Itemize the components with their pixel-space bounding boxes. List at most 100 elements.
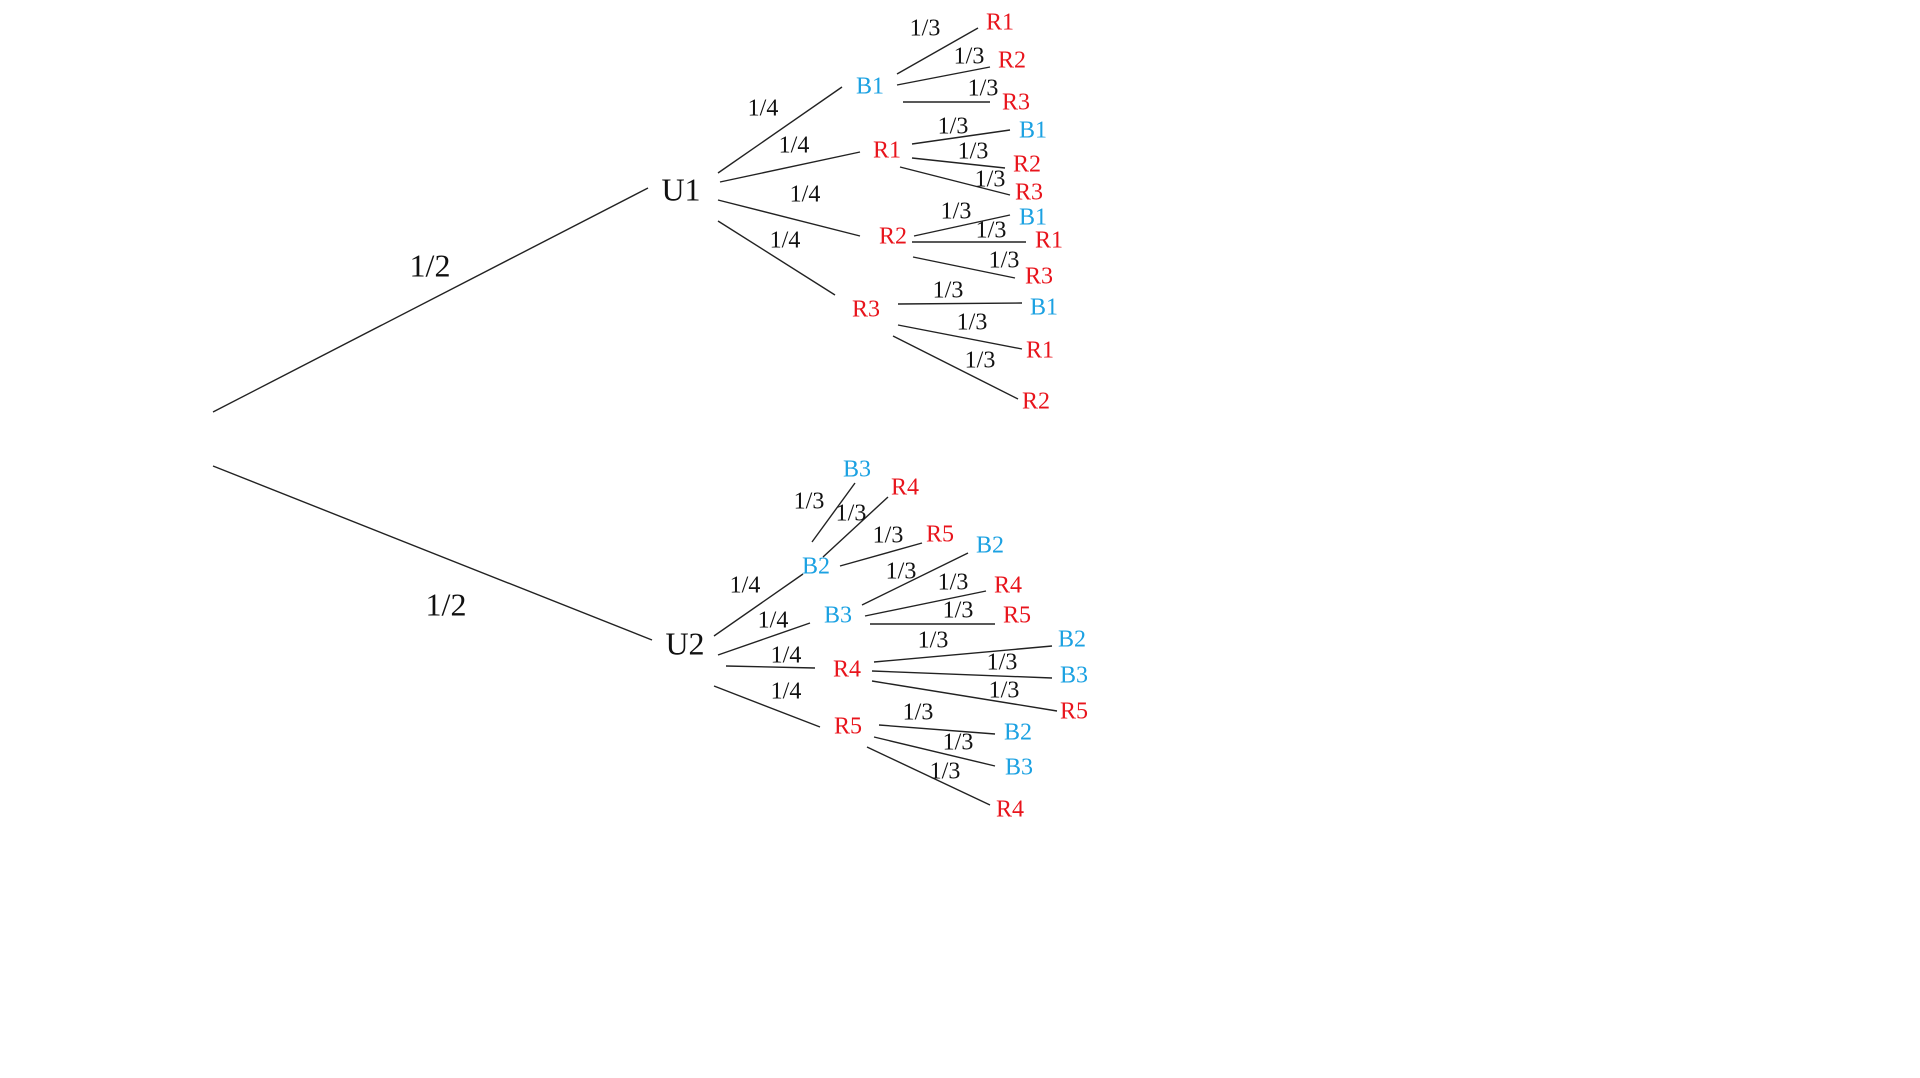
branch-top-r1-1-r2-1 xyxy=(911,157,1006,169)
leaf-node-top-r3-3-r1-1: R1 xyxy=(1026,338,1054,364)
branch-bottom-r4-2 xyxy=(725,665,816,669)
branch-top-r2-2 xyxy=(717,199,861,237)
leaf-node-top-r2-2-b1-0: B1 xyxy=(1019,205,1047,231)
leaf-node-bottom-r4-2-r5-2: R5 xyxy=(1060,699,1088,725)
leaf-node-top-r2-2-r1-1: R1 xyxy=(1035,228,1063,254)
prob-label-root-u1: 1/2 xyxy=(410,247,451,283)
prob-label-top-b1-0-r2-1: 1/3 xyxy=(954,44,985,70)
prob-label-bottom-r5-3: 1/4 xyxy=(771,679,802,705)
prob-label-bottom-b3-1-r4-1: 1/3 xyxy=(938,570,969,596)
urn-node-u1: U1 xyxy=(661,171,700,207)
prob-label-bottom-r4-2-b3-1: 1/3 xyxy=(987,650,1018,676)
prob-label-top-r2-2-r1-1: 1/3 xyxy=(976,218,1007,244)
prob-label-top-r3-3-r1-1: 1/3 xyxy=(957,310,988,336)
prob-label-bottom-b3-1-r5-2: 1/3 xyxy=(943,598,974,624)
node-bottom-b2-0: B2 xyxy=(802,554,830,580)
branch-bottom-r4-2-b2-0 xyxy=(873,645,1053,663)
leaf-node-bottom-b3-1-b2-0: B2 xyxy=(976,533,1004,559)
branch-bottom-b3-1 xyxy=(717,622,811,656)
branch-top-b1-0-r2-1 xyxy=(896,66,991,86)
branch-top-b1-0-r1-0 xyxy=(896,27,979,75)
leaf-node-top-r3-3-r2-2: R2 xyxy=(1022,389,1050,415)
prob-label-bottom-b2-0: 1/4 xyxy=(730,573,761,599)
branch-top-r1-1-r3-2 xyxy=(899,166,1011,196)
prob-label-top-r3-3-r2-2: 1/3 xyxy=(965,348,996,374)
leaf-node-bottom-b2-0-r4-1: R4 xyxy=(891,475,919,501)
branch-top-r3-3 xyxy=(717,220,836,296)
urn-node-u2: U2 xyxy=(665,625,704,661)
branch-top-r2-2-b1-0 xyxy=(913,214,1011,237)
prob-label-top-r2-2-b1-0: 1/3 xyxy=(941,199,972,225)
prob-label-top-r3-3: 1/4 xyxy=(770,228,801,254)
prob-label-top-b1-0: 1/4 xyxy=(748,96,779,122)
node-top-r1-1: R1 xyxy=(873,138,901,164)
prob-label-bottom-b2-0-r4-1: 1/3 xyxy=(836,501,867,527)
prob-label-top-r2-2-r3-2: 1/3 xyxy=(989,248,1020,274)
prob-label-top-r1-1-b1-0: 1/3 xyxy=(938,114,969,140)
prob-label-bottom-r4-2: 1/4 xyxy=(771,643,802,669)
prob-label-top-r3-3-b1-0: 1/3 xyxy=(933,278,964,304)
prob-label-top-r1-1-r2-1: 1/3 xyxy=(958,139,989,165)
leaf-node-bottom-r5-3-b2-0: B2 xyxy=(1004,720,1032,746)
branch-bottom-b2-0-b3-0 xyxy=(811,482,856,543)
branch-bottom-r5-3 xyxy=(713,685,821,728)
branch-bottom-b2-0-r5-2 xyxy=(839,542,923,567)
leaf-node-top-r1-1-r3-2: R3 xyxy=(1015,180,1043,206)
branch-top-b1-0 xyxy=(717,86,843,174)
branch-bottom-r5-3-b2-0 xyxy=(878,724,996,735)
leaf-node-top-r3-3-b1-0: B1 xyxy=(1030,295,1058,321)
leaf-node-bottom-b2-0-r5-2: R5 xyxy=(926,522,954,548)
branch-root-to-u2 xyxy=(212,465,653,641)
branch-bottom-b3-1-b2-0 xyxy=(861,552,969,606)
branch-top-r1-1 xyxy=(719,151,861,183)
node-top-r3-3: R3 xyxy=(852,297,880,323)
prob-label-bottom-r5-3-b3-1: 1/3 xyxy=(943,730,974,756)
branch-top-r1-1-b1-0 xyxy=(911,129,1011,145)
prob-label-bottom-b3-1: 1/4 xyxy=(758,608,789,634)
prob-label-bottom-r4-2-b2-0: 1/3 xyxy=(918,628,949,654)
prob-label-bottom-r5-3-r4-2: 1/3 xyxy=(930,759,961,785)
branch-root-to-u1 xyxy=(212,187,649,413)
prob-label-bottom-b2-0-b3-0: 1/3 xyxy=(794,489,825,515)
tree-branches xyxy=(713,27,1058,806)
leaf-node-bottom-r4-2-b2-0: B2 xyxy=(1058,627,1086,653)
leaf-node-bottom-b2-0-b3-0: B3 xyxy=(843,457,871,483)
branch-bottom-b2-0 xyxy=(713,573,804,637)
node-top-b1-0: B1 xyxy=(856,74,884,100)
prob-label-top-r2-2: 1/4 xyxy=(790,182,821,208)
branch-bottom-r5-3-b3-1 xyxy=(873,736,996,767)
prob-label-bottom-r4-2-r5-2: 1/3 xyxy=(989,678,1020,704)
node-bottom-b3-1: B3 xyxy=(824,603,852,629)
leaf-node-bottom-r5-3-b3-1: B3 xyxy=(1005,755,1033,781)
prob-label-bottom-b3-1-b2-0: 1/3 xyxy=(886,559,917,585)
node-bottom-r5-3: R5 xyxy=(834,714,862,740)
node-top-r2-2: R2 xyxy=(879,224,907,250)
node-bottom-r4-2: R4 xyxy=(833,657,861,683)
prob-label-bottom-r5-3-b2-0: 1/3 xyxy=(903,700,934,726)
leaf-node-top-b1-0-r2-1: R2 xyxy=(998,48,1026,74)
leaf-node-bottom-r5-3-r4-2: R4 xyxy=(996,797,1024,823)
branch-bottom-b2-0-r4-1 xyxy=(822,496,889,558)
branch-top-r3-3-r2-2 xyxy=(892,335,1019,400)
branch-top-r2-2-r3-2 xyxy=(912,256,1016,279)
leaf-node-top-b1-0-r1-0: R1 xyxy=(986,10,1014,36)
branch-bottom-b3-1-r4-1 xyxy=(864,590,987,617)
leaf-node-bottom-r4-2-b3-1: B3 xyxy=(1060,663,1088,689)
leaf-node-top-r2-2-r3-2: R3 xyxy=(1025,264,1053,290)
branch-top-r3-3-r1-1 xyxy=(897,324,1023,350)
prob-label-root-u2: 1/2 xyxy=(426,586,467,622)
leaf-node-top-r1-1-b1-0: B1 xyxy=(1019,118,1047,144)
leaf-node-bottom-b3-1-r5-2: R5 xyxy=(1003,603,1031,629)
prob-label-bottom-b2-0-r5-2: 1/3 xyxy=(873,523,904,549)
branch-bottom-r5-3-r4-2 xyxy=(866,746,991,806)
branch-bottom-r4-2-r5-2 xyxy=(871,680,1058,712)
branch-top-r3-3-b1-0 xyxy=(897,302,1023,305)
prob-label-top-r1-1-r3-2: 1/3 xyxy=(975,167,1006,193)
branch-bottom-r4-2-b3-1 xyxy=(871,670,1053,679)
prob-label-top-b1-0-r1-0: 1/3 xyxy=(910,16,941,42)
prob-label-top-r1-1: 1/4 xyxy=(779,133,810,159)
leaf-node-bottom-b3-1-r4-1: R4 xyxy=(994,573,1022,599)
leaf-node-top-b1-0-r3-2: R3 xyxy=(1002,90,1030,116)
